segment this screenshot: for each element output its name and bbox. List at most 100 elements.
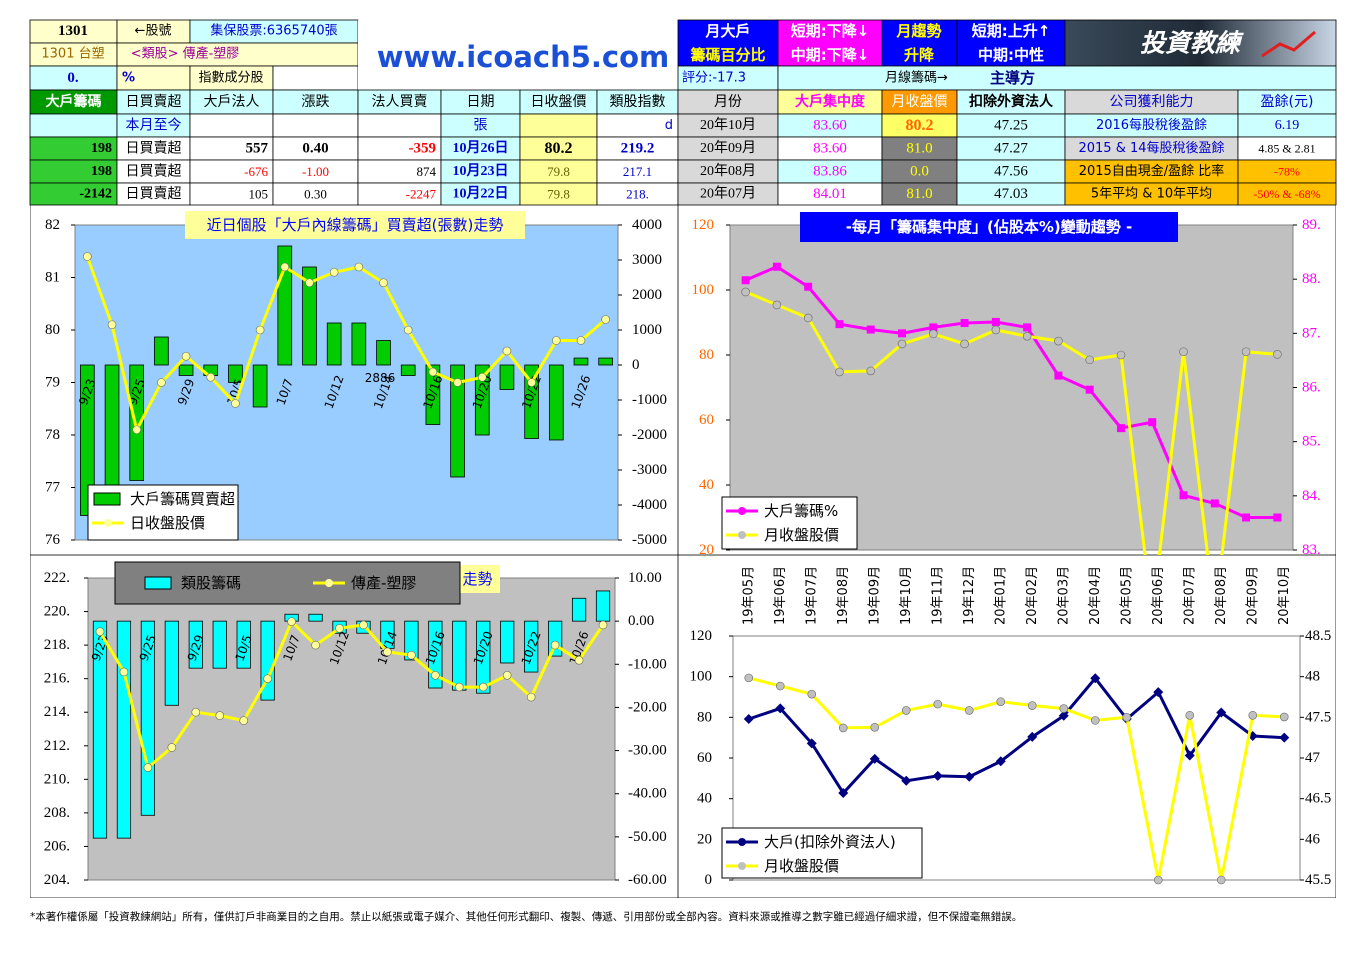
table-text: 20年08月: [700, 163, 756, 179]
table-text: 80.2: [545, 140, 573, 157]
marker: [403, 325, 413, 335]
marker: [206, 372, 216, 382]
table-text: 10月26日: [453, 140, 509, 156]
marker: [996, 697, 1006, 706]
x-tick-label: 19年09月: [867, 566, 882, 625]
annotation: 2886: [365, 371, 396, 385]
legend-marker: [738, 531, 746, 539]
tick-label: 216.: [44, 671, 70, 687]
table-text: 10月22日: [453, 186, 509, 202]
marker: [143, 763, 153, 772]
marker: [1185, 710, 1195, 720]
tick-label: -20.00: [628, 699, 667, 715]
legend-label: 月收盤股價: [764, 526, 839, 544]
marker: [870, 722, 880, 732]
table-text: 219.2: [621, 141, 655, 157]
legend-label: 日收盤股價: [130, 514, 205, 532]
marker: [1179, 491, 1188, 500]
legend-swatch: [93, 492, 121, 506]
header-text: 漲跌: [302, 94, 330, 110]
bar: [598, 357, 613, 366]
marker: [502, 671, 512, 680]
table-text: 張: [474, 118, 488, 134]
marker: [1116, 424, 1125, 433]
table-text: 83.60: [813, 141, 847, 157]
marker: [1059, 704, 1069, 713]
tick-label: 222.: [44, 570, 70, 586]
marker: [1148, 418, 1157, 427]
marker: [95, 627, 105, 636]
bar: [500, 620, 515, 664]
marker: [1058, 710, 1069, 721]
bar: [450, 364, 465, 478]
bar: [164, 620, 179, 706]
table-text: 47.03: [994, 186, 1028, 202]
bar: [573, 357, 589, 366]
marker: [964, 771, 975, 782]
marker: [991, 325, 1001, 335]
header-text: 盈餘(元): [1261, 93, 1314, 110]
marker: [991, 317, 1000, 326]
header-text: 大戶籌碼: [46, 93, 102, 110]
marker: [255, 325, 265, 335]
tick-label: 85.: [1302, 434, 1321, 450]
tick-label: 45.5: [1305, 872, 1331, 888]
marker: [933, 699, 943, 709]
table-text: -1.00: [302, 164, 329, 179]
marker: [167, 743, 177, 752]
tick-label: -1000: [632, 392, 667, 408]
bar: [474, 364, 490, 436]
cell: [677, 19, 779, 67]
table-text: 6.19: [1275, 118, 1300, 133]
line: [745, 290, 1278, 555]
bar: [326, 322, 342, 366]
cell: [881, 19, 958, 67]
table-cell: [29, 113, 118, 138]
bar: [524, 620, 539, 673]
table-text: 日買賣超: [126, 141, 182, 157]
tick-label: 0: [705, 872, 713, 888]
table-text: 84.01: [813, 186, 847, 202]
header-text: 扣除外資法人: [969, 93, 1054, 110]
cell: [777, 65, 1337, 91]
tick-label: 86.: [1302, 380, 1321, 396]
bar: [80, 364, 95, 516]
tick-label: 81: [45, 270, 60, 286]
legend-marker: [738, 838, 746, 846]
x-tick-label: 20年01月: [993, 566, 1008, 625]
cell: [956, 19, 1066, 67]
bar: [104, 364, 120, 488]
table-text: 81.0: [906, 186, 932, 202]
bar: [116, 620, 132, 839]
pct-unit: %: [122, 71, 135, 86]
legend-box: [114, 561, 461, 605]
title-box: [455, 565, 500, 593]
x-tick-label: 20年09月: [1245, 566, 1260, 625]
marker: [741, 276, 750, 285]
header-text: 類股指數: [610, 94, 666, 110]
table-text: 218.: [626, 187, 649, 202]
marker: [477, 372, 487, 382]
marker: [1027, 701, 1037, 710]
mid-term: 中期:下降↓: [791, 46, 870, 64]
marker: [835, 320, 844, 329]
table-text: 79.8: [547, 164, 570, 179]
bar: [302, 266, 317, 366]
short-term: 短期:上升↑: [972, 22, 1051, 40]
marker: [1090, 716, 1100, 725]
tick-label: -30.00: [628, 743, 667, 759]
header-text: 日期: [467, 94, 495, 110]
tick-label: 2000: [632, 287, 662, 303]
table-text: 83.60: [813, 118, 847, 134]
marker: [866, 366, 876, 376]
marker: [806, 738, 817, 749]
tick-label: -2000: [632, 427, 667, 443]
tick-label: 20: [699, 542, 714, 558]
tick-label: 0.00: [628, 613, 654, 629]
tick-label: 0: [632, 357, 640, 373]
marker: [215, 711, 225, 720]
header-cell: [1237, 89, 1337, 115]
title-box: [185, 211, 525, 239]
marker: [901, 775, 912, 786]
bar: [212, 620, 227, 669]
